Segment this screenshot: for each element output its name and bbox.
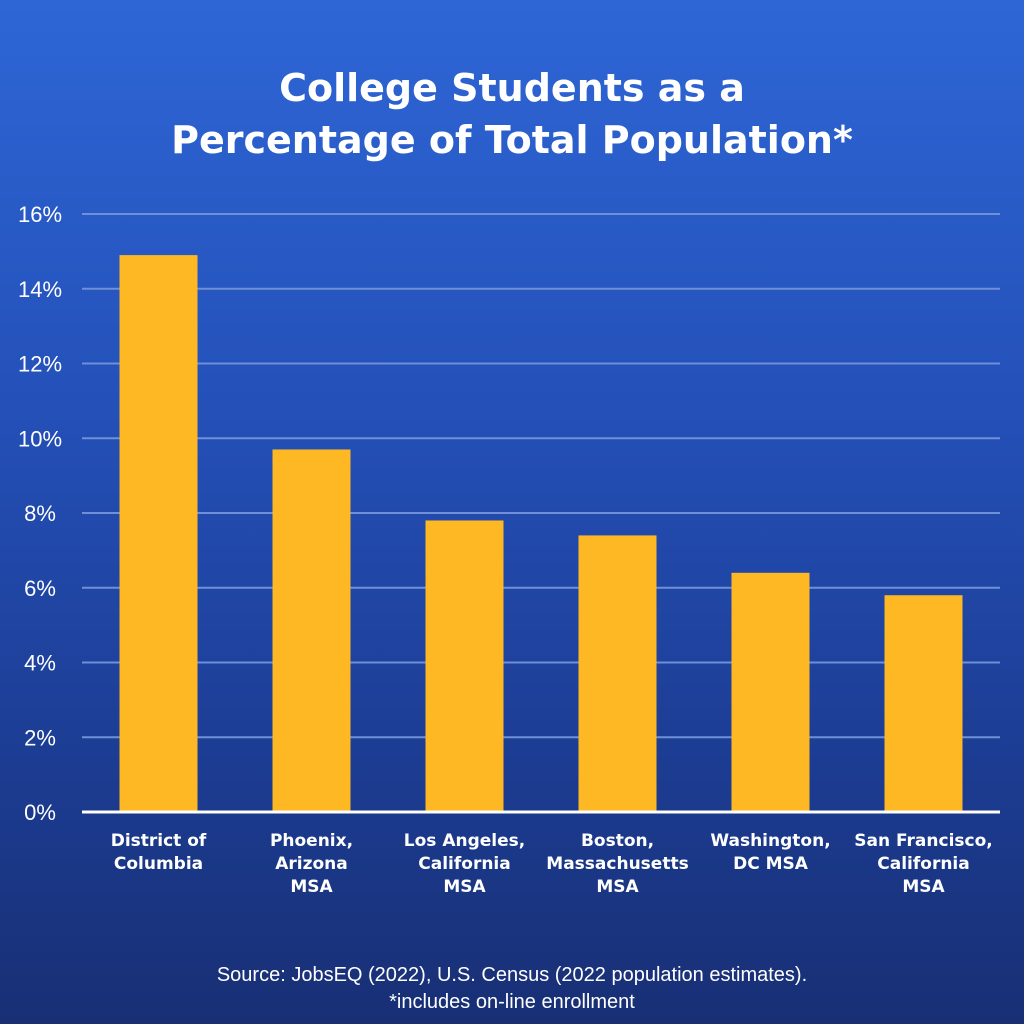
x-tick-label: Phoenix, Arizona MSA xyxy=(270,831,353,897)
chart-title-line-2: Percentage of Total Population* xyxy=(171,118,853,162)
y-tick-label: 6% xyxy=(24,576,56,601)
x-tick-label-line: Arizona xyxy=(275,854,348,874)
x-tick-label-line: Phoenix, xyxy=(270,831,353,851)
bar xyxy=(731,572,810,812)
x-tick-label: Boston, Massachusetts MSA xyxy=(546,831,688,897)
x-tick-label-line: California xyxy=(877,854,969,874)
y-tick-label: 2% xyxy=(24,725,56,750)
x-tick-label-line: Massachusetts xyxy=(546,854,688,874)
x-tick-label-line: Washington, xyxy=(710,831,830,851)
enrollment-note: *includes on-line enrollment xyxy=(389,991,635,1013)
x-tick-label-line: MSA xyxy=(902,877,945,897)
x-tick-label-line: California xyxy=(418,854,510,874)
y-tick-label: 8% xyxy=(24,501,56,526)
bar xyxy=(578,535,657,812)
x-tick-label-line: Boston, xyxy=(581,831,654,851)
y-tick-label: 0% xyxy=(24,800,56,825)
x-tick-label-line: MSA xyxy=(443,877,486,897)
x-tick-label: Washington, DC MSA xyxy=(710,831,830,874)
x-tick-label-line: DC MSA xyxy=(733,854,809,874)
x-tick-label-line: Los Angeles, xyxy=(404,831,525,851)
x-tick-label: District of Columbia xyxy=(111,831,207,874)
y-tick-label: 16% xyxy=(18,202,62,227)
bar xyxy=(272,449,351,812)
x-tick-label-line: MSA xyxy=(596,877,639,897)
bar xyxy=(884,595,963,812)
y-tick-label: 14% xyxy=(18,277,62,302)
x-tick-label: San Francisco, California MSA xyxy=(854,831,992,897)
chart-title: College Students as a Percentage of Tota… xyxy=(0,62,1024,166)
x-tick-label-line: District of xyxy=(111,831,207,851)
y-tick-label: 10% xyxy=(18,426,62,451)
x-tick-label-line: Columbia xyxy=(114,854,203,874)
x-tick-label-line: San Francisco, xyxy=(854,831,992,851)
x-tick-label-line: MSA xyxy=(290,877,333,897)
bar xyxy=(119,255,198,813)
bar xyxy=(425,520,504,812)
y-tick-label: 4% xyxy=(24,651,56,676)
x-tick-label: Los Angeles, California MSA xyxy=(404,831,525,897)
chart-title-line-1: College Students as a xyxy=(279,66,745,110)
source-note: Source: JobsEQ (2022), U.S. Census (2022… xyxy=(216,964,808,986)
footer: Source: JobsEQ (2022), U.S. Census (2022… xyxy=(0,962,1024,1016)
y-tick-label: 12% xyxy=(18,352,62,377)
